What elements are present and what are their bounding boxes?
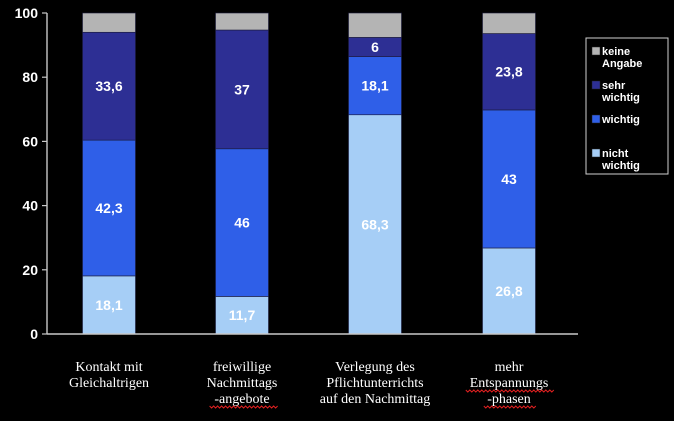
spellcheck-underline <box>209 405 278 409</box>
y-tick-label: 100 <box>15 5 39 21</box>
data-label-1-2: 42,3 <box>95 200 122 216</box>
y-axis: 0 20 40 60 80 100 <box>15 5 578 342</box>
bar-segment-1-1 <box>82 275 136 335</box>
category-label-2: freiwillige Nachmittags -angebote <box>207 360 278 407</box>
bar-segment-3-4 <box>348 12 402 38</box>
data-labels-layer: 18,1 42,3 33,6 11,7 46 37 68,3 18,1 6 26,8 43 23,8 <box>95 39 522 323</box>
legend: keine Angabe sehr wichtig wichtig nicht wichti… <box>585 37 669 175</box>
bar-segment-4-4 <box>482 12 536 34</box>
data-label-4-2: 43 <box>501 171 517 187</box>
legend-swatch-2 <box>591 114 601 124</box>
legend-label-1: nicht wichtig <box>601 148 640 172</box>
data-label-3-1: 68,3 <box>361 216 388 232</box>
category-label-3: Verlegung des Pflichtunterrichts auf den N… <box>320 360 430 407</box>
legend-swatch-4 <box>591 46 601 56</box>
bar-segment-3-2 <box>348 56 402 116</box>
data-label-2-2: 46 <box>234 215 250 231</box>
y-tick-label: 0 <box>30 326 38 342</box>
data-label-2-3: 37 <box>234 81 250 97</box>
bar-segment-4-3 <box>482 33 536 111</box>
bar-segment-1-3 <box>82 31 136 141</box>
data-label-3-2: 18,1 <box>361 78 388 94</box>
category-label-1: Kontakt mit Gleichaltrigen <box>69 360 149 391</box>
spellcheck-underline <box>465 389 555 393</box>
legend-label-4: keine Angabe <box>602 46 642 70</box>
legend-swatch-3 <box>591 80 601 90</box>
y-tick-label: 40 <box>22 198 38 214</box>
y-tick-label: 20 <box>22 262 38 278</box>
bar-segment-1-4 <box>82 12 136 33</box>
legend-label-3: sehr wichtig <box>601 80 640 104</box>
bar-segment-4-1 <box>482 247 536 335</box>
spellcheck-underline <box>483 405 537 409</box>
bar-segment-2-3 <box>215 29 269 150</box>
category-label-4: mehr Entspannungs -phasen <box>470 360 549 407</box>
y-tick-label: 60 <box>22 133 38 149</box>
category-labels-layer: Kontakt mit Gleichaltrigen freiwillige Nach… <box>69 360 555 409</box>
legend-swatch-1 <box>591 148 601 158</box>
bars-layer <box>82 12 536 335</box>
data-label-1-3: 33,6 <box>95 78 122 94</box>
data-label-2-1: 11,7 <box>229 307 256 323</box>
bar-segment-2-4 <box>215 12 269 31</box>
data-label-1-1: 18,1 <box>95 297 122 313</box>
bar-segment-2-2 <box>215 148 269 297</box>
y-tick-label: 80 <box>22 69 38 85</box>
legend-label-2: wichtig <box>601 114 640 126</box>
data-label-4-3: 23,8 <box>495 64 522 80</box>
data-label-3-3: 6 <box>371 39 379 55</box>
bar-segment-4-2 <box>482 109 536 249</box>
data-label-4-1: 26,8 <box>495 283 522 299</box>
